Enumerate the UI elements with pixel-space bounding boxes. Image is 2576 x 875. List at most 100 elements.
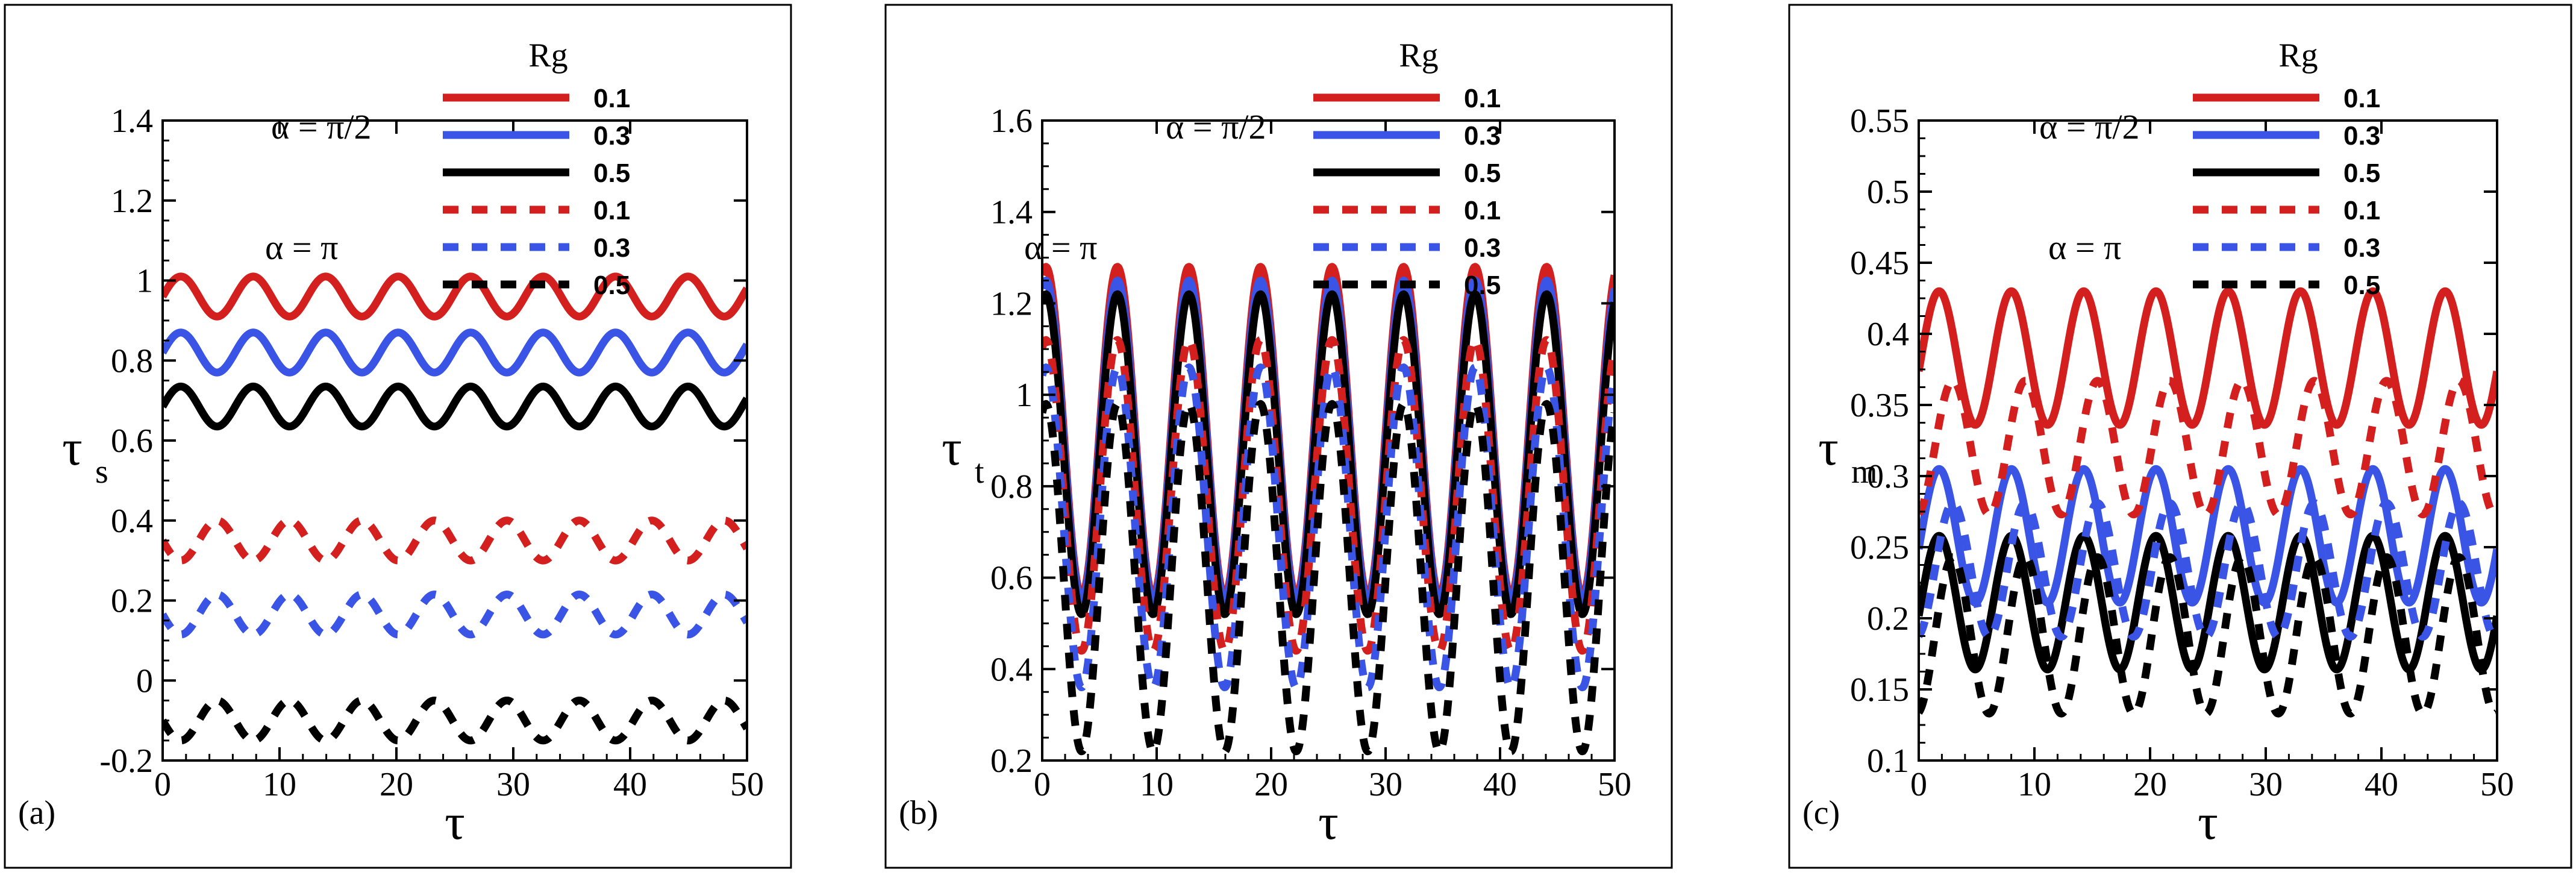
- legend-label-6: 0.5: [2343, 271, 2380, 300]
- panel-frame: [884, 4, 1673, 869]
- y-tick-label: 1.6: [990, 102, 1033, 140]
- legend-label-4: 0.1: [2343, 196, 2380, 225]
- x-axis-label: τ: [445, 794, 465, 850]
- legend-label-2: 0.3: [2343, 121, 2380, 151]
- chart-panel-1: 0 10 20 30 40 50-0.200.20.40.60.811.21.4ττ s(a…: [4, 4, 792, 869]
- y-tick-label: 0.8: [990, 468, 1033, 506]
- series-line-1: [1919, 287, 2497, 429]
- legend-alpha-dashed: α = π: [1024, 228, 1097, 267]
- y-axis-label-subscript: t: [975, 453, 984, 491]
- series-lines: [1042, 263, 1615, 756]
- y-axis-label: τ: [1818, 420, 1839, 476]
- legend-label-1: 0.1: [1464, 84, 1501, 113]
- legend-alpha-solid: α = π/2: [1166, 107, 1266, 146]
- y-tick-label: 1: [136, 263, 153, 300]
- y-tick-label: 1.4: [990, 194, 1033, 231]
- legend-header: Rg: [528, 37, 567, 74]
- legend-alpha-dashed: α = π: [265, 228, 338, 267]
- legend-label-3: 0.5: [593, 158, 630, 188]
- x-tick-label: 50: [1598, 766, 1631, 803]
- legend-label-1: 0.1: [2343, 84, 2380, 113]
- x-tick-label: 40: [1483, 766, 1517, 803]
- series-line-5: [163, 591, 747, 639]
- y-tick-label: 0.5: [1867, 174, 1909, 211]
- legend: Rg 0.1 0.3 0.5 0.1 0.3 0.5 α = π/2 α = π: [265, 37, 630, 300]
- panel-label: (b): [899, 794, 938, 832]
- axes-box: [161, 119, 748, 762]
- y-tick-label: -0.2: [99, 742, 153, 780]
- chart-panel-3: 0 10 20 30 40 50 0.1 0.15 0.2 0.25 0.3 0.35 0.4 0.45 0…: [1788, 4, 2572, 869]
- panel-frame: [1788, 4, 2572, 869]
- legend-header: Rg: [2278, 37, 2318, 74]
- series-line-6: [1042, 400, 1615, 756]
- y-tick-label: 0.35: [1850, 387, 1909, 424]
- legend-label-5: 0.3: [2343, 233, 2380, 263]
- series-line-3: [163, 382, 747, 431]
- x-axis-label: τ: [1318, 794, 1339, 850]
- x-tick-label: 0: [1034, 766, 1051, 803]
- y-tick-label: 0.15: [1850, 671, 1909, 709]
- legend-label-4: 0.1: [1464, 196, 1501, 225]
- series-line-2: [163, 328, 747, 377]
- y-tick-label: 1.2: [111, 183, 153, 220]
- legend-alpha-solid: α = π/2: [2039, 107, 2140, 146]
- legend-label-1: 0.1: [593, 84, 630, 113]
- panel-frame: [4, 4, 792, 869]
- y-tick-label: 0.3: [1867, 458, 1909, 495]
- legend: Rg 0.1 0.3 0.5 0.1 0.3 0.5 α = π/2 α = π: [2039, 37, 2380, 300]
- legend-label-5: 0.3: [593, 233, 630, 263]
- x-tick-label: 0: [1910, 766, 1927, 803]
- chart-panel-2: 0 10 20 30 40 500.20.40.60.811.21.41.6ττ t(b)R…: [884, 4, 1673, 869]
- legend-label-5: 0.3: [1464, 233, 1501, 263]
- y-tick-label: 0.8: [111, 342, 153, 380]
- y-tick-label: 0: [136, 662, 153, 700]
- panel-label: (a): [18, 794, 55, 832]
- y-tick-label: 0.4: [1867, 316, 1909, 353]
- y-tick-label: 0.2: [990, 742, 1033, 780]
- x-tick-label: 20: [1254, 766, 1288, 803]
- x-tick-label: 0: [154, 766, 171, 803]
- y-axis-label: τ: [942, 420, 962, 476]
- y-tick-label: 0.6: [111, 422, 153, 460]
- y-tick-label: 0.45: [1850, 245, 1909, 282]
- x-tick-label: 50: [730, 766, 764, 803]
- y-tick-label: 0.6: [990, 560, 1033, 597]
- series-line-6: [163, 696, 747, 745]
- y-tick-label: 0.2: [111, 583, 153, 620]
- x-tick-label: 30: [1369, 766, 1402, 803]
- x-tick-label: 40: [613, 766, 647, 803]
- legend-label-6: 0.5: [1464, 271, 1501, 300]
- panel-label: (c): [1802, 794, 1840, 832]
- x-tick-label: 50: [2480, 766, 2514, 803]
- legend-label-3: 0.5: [1464, 158, 1501, 188]
- x-tick-label: 30: [496, 766, 530, 803]
- x-axis-label: τ: [2198, 794, 2218, 850]
- y-tick-label: 0.4: [111, 503, 153, 540]
- y-axis-label-subscript: s: [95, 453, 108, 491]
- x-tick-label: 10: [2018, 766, 2051, 803]
- series-line-6: [1919, 553, 2497, 718]
- legend-label-2: 0.3: [1464, 121, 1501, 151]
- y-tick-label: 1.4: [111, 102, 153, 140]
- legend-label-3: 0.5: [2343, 158, 2380, 188]
- x-tick-label: 20: [2133, 766, 2167, 803]
- y-tick-label: 0.4: [990, 651, 1033, 688]
- y-tick-label: 1.2: [990, 285, 1033, 322]
- series-lines: [163, 272, 747, 745]
- x-tick-label: 30: [2249, 766, 2283, 803]
- y-axis-label: τ: [62, 420, 83, 476]
- x-tick-label: 40: [2365, 766, 2398, 803]
- y-tick-label: 0.1: [1867, 742, 1909, 780]
- series-line-1: [163, 272, 747, 321]
- legend: Rg 0.1 0.3 0.5 0.1 0.3 0.5 α = π/2 α = π: [1024, 37, 1501, 300]
- legend-alpha-dashed: α = π: [2048, 228, 2121, 267]
- y-tick-label: 1: [1016, 377, 1033, 414]
- legend-label-6: 0.5: [593, 271, 630, 300]
- legend-label-2: 0.3: [593, 121, 630, 151]
- y-axis-label-subscript: m: [1851, 453, 1878, 491]
- legend-header: Rg: [1399, 37, 1438, 74]
- legend-label-4: 0.1: [593, 196, 630, 225]
- series-lines: [1919, 287, 2497, 718]
- x-tick-label: 10: [1140, 766, 1174, 803]
